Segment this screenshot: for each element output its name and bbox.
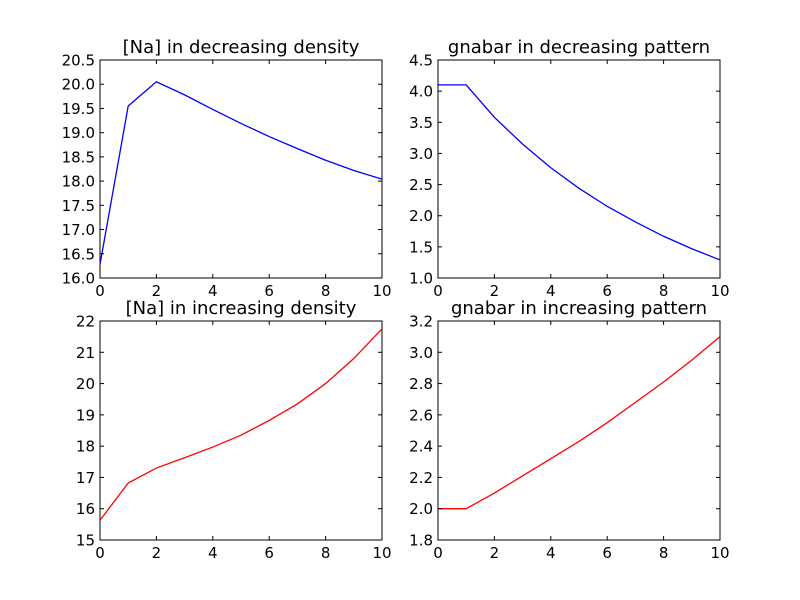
series-line: [438, 84, 721, 261]
y-tick-label: 2.0: [409, 207, 433, 225]
y-tick-label: 2.2: [409, 469, 433, 487]
x-tick-label: 10: [710, 544, 729, 562]
y-tick-label: 18.0: [62, 173, 95, 191]
series-line: [99, 81, 383, 265]
y-tick-label: 2.8: [409, 375, 433, 393]
x-tick-label: 10: [372, 282, 391, 300]
subplot-title-na-decreasing: [Na] in decreasing density: [123, 37, 360, 58]
y-tick-label: 20.0: [62, 76, 95, 94]
axes-layer: 0 2 4 6 8 10 16.0 16.5 17.0 17.5 18.0 18.5 19.0 19.5 2…: [62, 52, 730, 563]
x-tick-label: 6: [602, 544, 612, 562]
x-tick-label: 8: [659, 544, 669, 562]
x-tick-label: 8: [321, 544, 331, 562]
y-tick-label: 4.5: [409, 52, 433, 70]
y-tick-label: 19.0: [62, 124, 95, 142]
subplot-gnabar-increasing: 0 2 4 6 8 10 1.8 2.0 2.2 2.4 2.6 2.8 3.0 3.2: [409, 313, 729, 563]
y-tick-label: 15: [76, 532, 95, 550]
y-tick-label: 17.5: [62, 197, 95, 215]
y-tick-label: 2.6: [409, 406, 433, 424]
subplot-title-gnabar-decreasing: gnabar in decreasing pattern: [448, 37, 710, 58]
series-line: [438, 336, 721, 510]
y-tick-label: 3.2: [409, 313, 433, 331]
plot-area: [99, 320, 383, 541]
x-tick-label: 0: [433, 282, 443, 300]
y-tick-label: 3.0: [409, 344, 433, 362]
y-tick-label: 17.0: [62, 221, 95, 239]
y-tick-label: 22: [76, 313, 95, 331]
x-tick-label: 4: [208, 282, 218, 300]
x-tick-label: 0: [95, 282, 105, 300]
x-tick-label: 6: [602, 282, 612, 300]
y-tick-label: 3.5: [409, 114, 433, 132]
x-tick-label: 6: [264, 282, 274, 300]
subplot-na-increasing: 0 2 4 6 8 10 15 16 17 18 19 20 21 22: [76, 313, 392, 563]
y-tick-label: 19: [76, 406, 95, 424]
subplot-na-decreasing: 0 2 4 6 8 10 16.0 16.5 17.0 17.5 18.0 18.5 19.0 19.5 2…: [62, 52, 392, 301]
y-tick-label: 20.5: [62, 52, 95, 70]
x-tick-label: 6: [264, 544, 274, 562]
x-tick-label: 4: [546, 282, 556, 300]
y-tick-label: 18.5: [62, 148, 95, 166]
y-tick-label: 20: [76, 375, 95, 393]
y-tick-label: 2.4: [409, 438, 433, 456]
x-tick-label: 2: [152, 544, 162, 562]
y-tick-label: 1.0: [409, 270, 433, 288]
y-tick-label: 2.0: [409, 500, 433, 518]
x-tick-label: 10: [372, 544, 391, 562]
x-tick-label: 8: [659, 282, 669, 300]
y-tick-label: 3.0: [409, 145, 433, 163]
y-tick-label: 19.5: [62, 100, 95, 118]
subplot-title-gnabar-increasing: gnabar in increasing pattern: [451, 298, 707, 319]
y-tick-label: 18: [76, 438, 95, 456]
x-tick-label: 0: [95, 544, 105, 562]
y-tick-label: 1.5: [409, 238, 433, 256]
y-tick-label: 16.5: [62, 245, 95, 263]
subplot-title-na-increasing: [Na] in increasing density: [126, 298, 357, 319]
x-tick-label: 2: [490, 282, 500, 300]
y-tick-label: 4.0: [409, 83, 433, 101]
x-tick-label: 4: [208, 544, 218, 562]
subplot-gnabar-decreasing: 0 2 4 6 8 10 1.0 1.5 2.0 2.5 3.0 3.5 4.0 4.5: [409, 52, 729, 301]
x-tick-label: 2: [490, 544, 500, 562]
x-tick-label: 0: [433, 544, 443, 562]
plot-area: [99, 59, 383, 279]
series-line: [99, 328, 383, 521]
y-tick-label: 16.0: [62, 270, 95, 288]
x-tick-label: 4: [546, 544, 556, 562]
plot-area: [437, 59, 721, 279]
y-tick-label: 1.8: [409, 532, 433, 550]
y-tick-label: 17: [76, 469, 95, 487]
y-tick-label: 21: [76, 344, 95, 362]
y-tick-label: 16: [76, 500, 95, 518]
x-tick-label: 2: [152, 282, 162, 300]
x-tick-label: 8: [321, 282, 331, 300]
x-tick-label: 10: [710, 282, 729, 300]
plot-area: [437, 320, 721, 541]
y-tick-label: 2.5: [409, 176, 433, 194]
